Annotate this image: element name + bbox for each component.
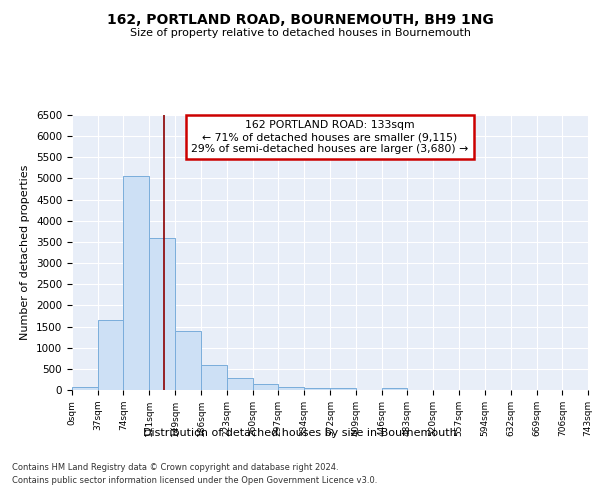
Text: 162 PORTLAND ROAD: 133sqm
← 71% of detached houses are smaller (9,115)
29% of se: 162 PORTLAND ROAD: 133sqm ← 71% of detac…	[191, 120, 469, 154]
Bar	[149, 238, 175, 390]
Text: Contains public sector information licensed under the Open Government Licence v3: Contains public sector information licen…	[12, 476, 377, 485]
Text: Contains HM Land Registry data © Crown copyright and database right 2024.: Contains HM Land Registry data © Crown c…	[12, 464, 338, 472]
Bar	[201, 364, 227, 390]
Bar	[227, 378, 253, 390]
Bar	[331, 388, 356, 390]
Bar	[72, 387, 98, 390]
Bar	[175, 331, 201, 390]
Bar	[382, 388, 407, 390]
Bar	[253, 384, 278, 390]
Text: Size of property relative to detached houses in Bournemouth: Size of property relative to detached ho…	[130, 28, 470, 38]
Y-axis label: Number of detached properties: Number of detached properties	[20, 165, 31, 340]
Text: 162, PORTLAND ROAD, BOURNEMOUTH, BH9 1NG: 162, PORTLAND ROAD, BOURNEMOUTH, BH9 1NG	[107, 12, 493, 26]
Bar	[278, 386, 304, 390]
Bar	[98, 320, 124, 390]
Bar	[124, 176, 149, 390]
Text: Distribution of detached houses by size in Bournemouth: Distribution of detached houses by size …	[143, 428, 457, 438]
Bar	[304, 388, 331, 390]
